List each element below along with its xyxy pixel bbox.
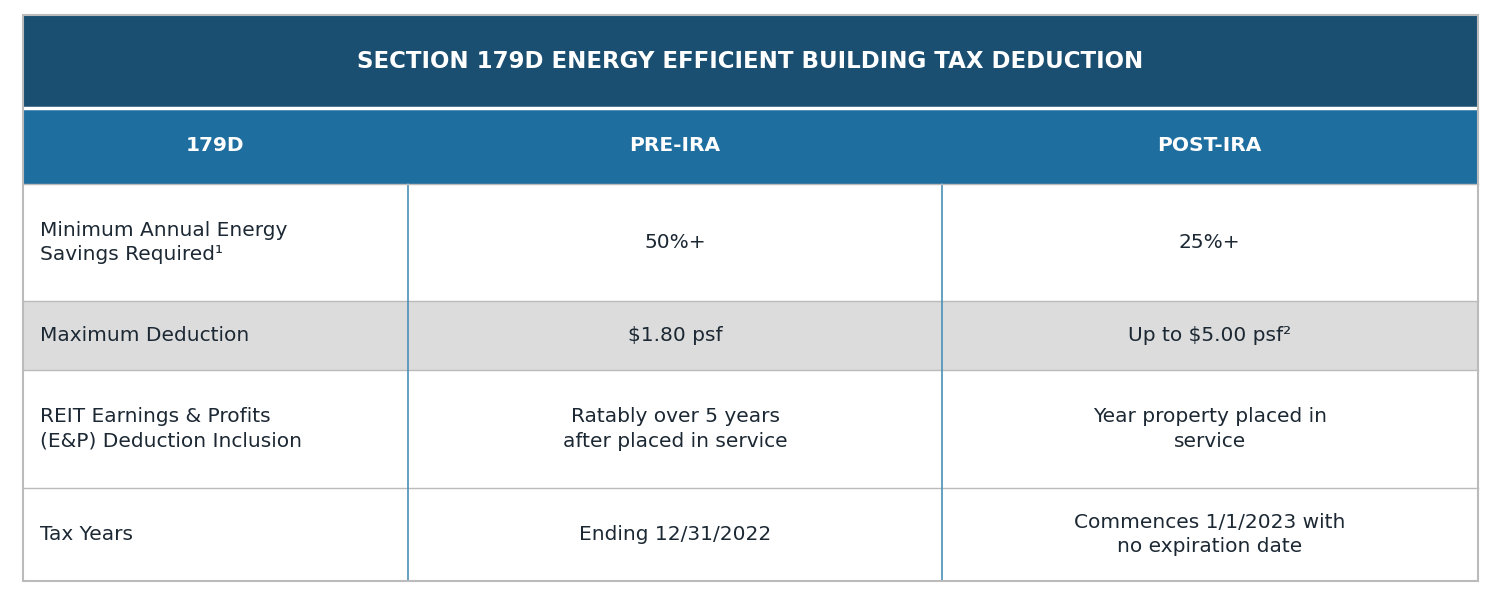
Text: $1.80 psf: $1.80 psf	[628, 326, 723, 345]
Text: REIT Earnings & Profits
(E&P) Deduction Inclusion: REIT Earnings & Profits (E&P) Deduction …	[40, 408, 303, 451]
Text: Tax Years: Tax Years	[40, 525, 134, 544]
Bar	[22, 301, 1478, 370]
Bar	[22, 108, 1478, 184]
Text: PRE-IRA: PRE-IRA	[630, 136, 720, 156]
Text: 179D: 179D	[186, 136, 244, 156]
Text: Ending 12/31/2022: Ending 12/31/2022	[579, 525, 771, 544]
Text: Minimum Annual Energy
Savings Required¹: Minimum Annual Energy Savings Required¹	[40, 221, 288, 264]
Text: Year property placed in
service: Year property placed in service	[1094, 408, 1328, 451]
Text: Maximum Deduction: Maximum Deduction	[40, 326, 249, 345]
Bar	[22, 15, 1478, 108]
Text: POST-IRA: POST-IRA	[1158, 136, 1262, 156]
Text: 25%+: 25%+	[1179, 233, 1240, 252]
Text: 50%+: 50%+	[645, 233, 706, 252]
Bar	[22, 184, 1478, 301]
Text: Commences 1/1/2023 with
no expiration date: Commences 1/1/2023 with no expiration da…	[1074, 513, 1346, 556]
Text: Ratably over 5 years
after placed in service: Ratably over 5 years after placed in ser…	[562, 408, 788, 451]
Bar	[22, 370, 1478, 488]
Text: SECTION 179D ENERGY EFFICIENT BUILDING TAX DEDUCTION: SECTION 179D ENERGY EFFICIENT BUILDING T…	[357, 50, 1143, 73]
Bar	[22, 488, 1478, 581]
Text: Up to $5.00 psf²: Up to $5.00 psf²	[1128, 326, 1292, 345]
